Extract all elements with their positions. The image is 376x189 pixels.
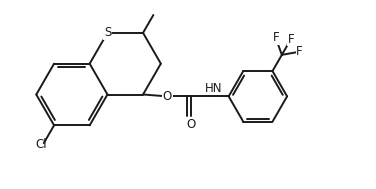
Text: F: F (288, 33, 294, 46)
Text: F: F (272, 31, 279, 44)
Text: S: S (104, 26, 111, 39)
Text: O: O (163, 90, 172, 103)
Text: F: F (296, 45, 303, 58)
Text: O: O (186, 118, 195, 131)
Text: Cl: Cl (35, 138, 47, 151)
Text: HN: HN (205, 82, 223, 95)
